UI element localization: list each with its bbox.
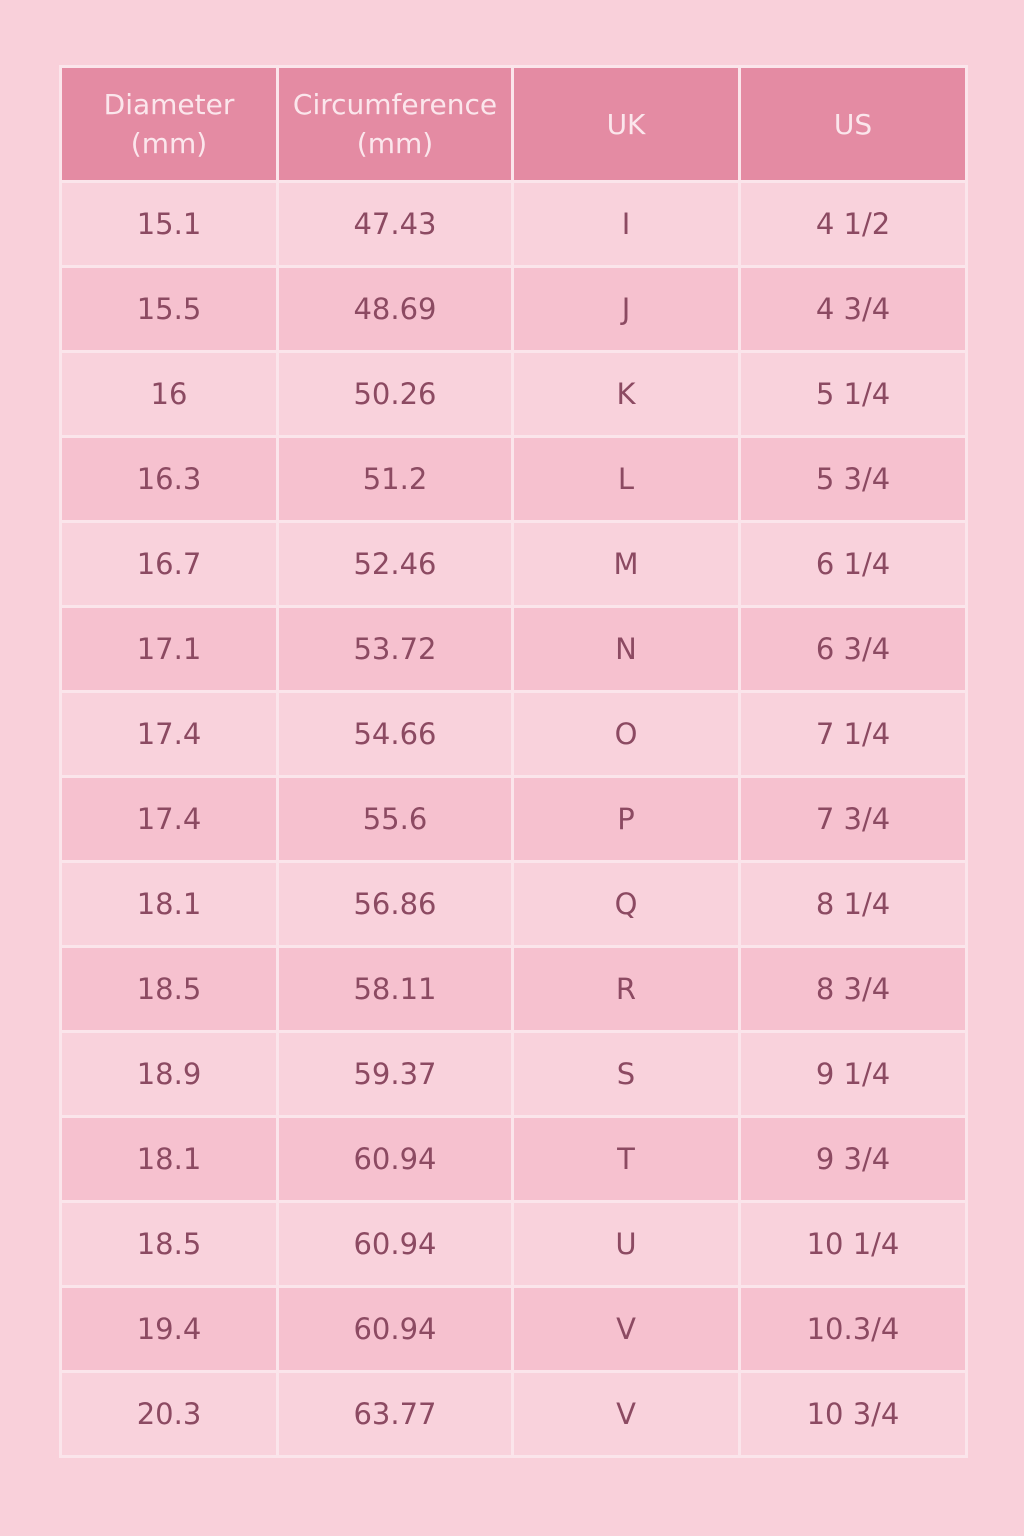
- table-cell: 16.3: [59, 435, 279, 523]
- table-row: 18.5 58.11 R 8 3/4: [59, 945, 968, 1033]
- table-cell: 56.86: [276, 860, 514, 948]
- table-cell: O: [511, 690, 741, 778]
- table-cell: 9 1/4: [738, 1030, 968, 1118]
- table-cell: 4 3/4: [738, 265, 968, 353]
- table-row: 16 50.26 K 5 1/4: [59, 350, 968, 438]
- table-cell: Q: [511, 860, 741, 948]
- table-cell: U: [511, 1200, 741, 1288]
- table-cell: 54.66: [276, 690, 514, 778]
- table-cell: V: [511, 1370, 741, 1458]
- table-cell: V: [511, 1285, 741, 1373]
- table-cell: S: [511, 1030, 741, 1118]
- table-row: 20.3 63.77 V 10 3/4: [59, 1370, 968, 1458]
- table-cell: 10.3/4: [738, 1285, 968, 1373]
- table-row: 18.5 60.94 U 10 1/4: [59, 1200, 968, 1288]
- table-row: 17.4 54.66 O 7 1/4: [59, 690, 968, 778]
- table-cell: 17.4: [59, 690, 279, 778]
- table-cell: 15.5: [59, 265, 279, 353]
- table-row: 18.1 60.94 T 9 3/4: [59, 1115, 968, 1203]
- table-cell: L: [511, 435, 741, 523]
- table-cell: 60.94: [276, 1285, 514, 1373]
- table-row: 17.1 53.72 N 6 3/4: [59, 605, 968, 693]
- table-cell: 18.1: [59, 1115, 279, 1203]
- table-row: 16.3 51.2 L 5 3/4: [59, 435, 968, 523]
- table-cell: 18.1: [59, 860, 279, 948]
- table-cell: 50.26: [276, 350, 514, 438]
- table-cell: T: [511, 1115, 741, 1203]
- table-cell: 55.6: [276, 775, 514, 863]
- column-header: Diameter (mm): [59, 65, 279, 183]
- table-cell: 9 3/4: [738, 1115, 968, 1203]
- table-cell: 15.1: [59, 180, 279, 268]
- table-cell: 18.5: [59, 945, 279, 1033]
- table-row: 19.4 60.94 V 10.3/4: [59, 1285, 968, 1373]
- table-row: 17.4 55.6 P 7 3/4: [59, 775, 968, 863]
- column-header: Circumference (mm): [276, 65, 514, 183]
- table-cell: 60.94: [276, 1115, 514, 1203]
- table-row: 18.1 56.86 Q 8 1/4: [59, 860, 968, 948]
- table-cell: M: [511, 520, 741, 608]
- table-cell: R: [511, 945, 741, 1033]
- table-cell: 60.94: [276, 1200, 514, 1288]
- table-cell: 17.4: [59, 775, 279, 863]
- table-cell: 6 3/4: [738, 605, 968, 693]
- table-cell: 20.3: [59, 1370, 279, 1458]
- table-cell: 10 1/4: [738, 1200, 968, 1288]
- table-cell: 8 3/4: [738, 945, 968, 1033]
- column-header: US: [738, 65, 968, 183]
- table-row: 15.5 48.69 J 4 3/4: [59, 265, 968, 353]
- table-cell: 63.77: [276, 1370, 514, 1458]
- table-row: 16.7 52.46 M 6 1/4: [59, 520, 968, 608]
- table-cell: P: [511, 775, 741, 863]
- table-cell: 18.5: [59, 1200, 279, 1288]
- table-cell: 18.9: [59, 1030, 279, 1118]
- table-cell: 48.69: [276, 265, 514, 353]
- table-cell: 7 1/4: [738, 690, 968, 778]
- table-cell: 10 3/4: [738, 1370, 968, 1458]
- table-cell: 16: [59, 350, 279, 438]
- table-cell: 58.11: [276, 945, 514, 1033]
- table-cell: K: [511, 350, 741, 438]
- table-cell: 59.37: [276, 1030, 514, 1118]
- table-cell: 47.43: [276, 180, 514, 268]
- table-cell: 5 3/4: [738, 435, 968, 523]
- table-cell: 19.4: [59, 1285, 279, 1373]
- table-body: 15.1 47.43 I 4 1/2 15.5 48.69 J 4 3/4 16 50.26 K 5 …: [59, 180, 968, 1458]
- table-cell: 8 1/4: [738, 860, 968, 948]
- table-cell: 6 1/4: [738, 520, 968, 608]
- table-cell: N: [511, 605, 741, 693]
- table-cell: 51.2: [276, 435, 514, 523]
- table-cell: 52.46: [276, 520, 514, 608]
- table-cell: 7 3/4: [738, 775, 968, 863]
- table-cell: 53.72: [276, 605, 514, 693]
- column-header: UK: [511, 65, 741, 183]
- table-cell: 5 1/4: [738, 350, 968, 438]
- header-row: Diameter (mm) Circumference (mm) UK US: [59, 65, 968, 183]
- table-row: 15.1 47.43 I 4 1/2: [59, 180, 968, 268]
- table-cell: I: [511, 180, 741, 268]
- table-cell: 17.1: [59, 605, 279, 693]
- table-cell: 4 1/2: [738, 180, 968, 268]
- ring-size-table: Diameter (mm) Circumference (mm) UK US 15.1…: [59, 65, 968, 1458]
- table-header: Diameter (mm) Circumference (mm) UK US: [59, 65, 968, 183]
- table-cell: J: [511, 265, 741, 353]
- table-cell: 16.7: [59, 520, 279, 608]
- table-row: 18.9 59.37 S 9 1/4: [59, 1030, 968, 1118]
